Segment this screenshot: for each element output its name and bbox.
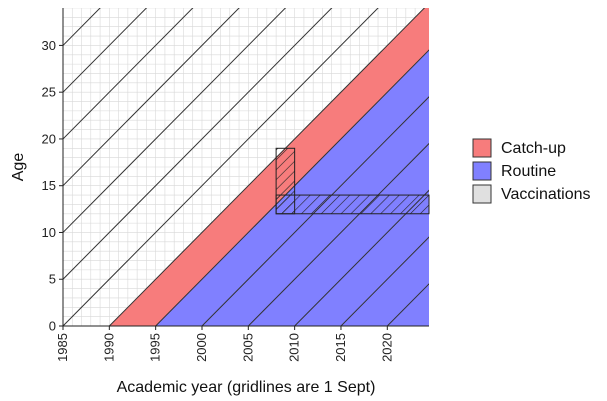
- y-tick-label: 10: [42, 225, 56, 240]
- legend: Catch-up Routine Vaccinations: [472, 138, 591, 204]
- cohort-line: [63, 8, 333, 280]
- cohort-line: [63, 8, 379, 326]
- y-axis-title: Age: [10, 153, 27, 182]
- cohort-line: [63, 8, 240, 187]
- cohort-line: [155, 49, 429, 326]
- cohort-line: [294, 189, 429, 326]
- x-tick-label: 2020: [379, 333, 394, 362]
- cohort-line: [63, 8, 287, 234]
- x-tick-label: 1990: [101, 333, 116, 362]
- y-tick-label: 30: [42, 38, 56, 53]
- cohort-line: [63, 8, 194, 140]
- cohort-line: [108, 8, 426, 326]
- catch-up-area: [109, 8, 429, 326]
- legend-swatch: [472, 138, 492, 158]
- x-axis-ticks: 1985 1990 1995 2000 2005 2010 2015 2020: [55, 326, 394, 362]
- x-tick-label: 2005: [240, 333, 255, 362]
- cohort-line: [247, 142, 429, 326]
- y-tick-label: 25: [42, 85, 56, 100]
- cohort-line: [63, 8, 148, 93]
- legend-swatch: [472, 161, 492, 181]
- legend-label: Catch-up: [501, 140, 566, 157]
- cohort-lines: [63, 8, 429, 326]
- y-tick-label: 0: [49, 319, 56, 334]
- y-tick-label: 20: [42, 131, 56, 146]
- y-tick-label: 5: [49, 272, 56, 287]
- x-tick-label: 2000: [194, 333, 209, 362]
- x-tick-label: 2015: [333, 333, 348, 362]
- x-tick-label: 1985: [55, 333, 70, 362]
- x-tick-label: 1995: [148, 333, 163, 362]
- y-tick-label: 15: [42, 178, 56, 193]
- legend-swatch: [472, 184, 492, 204]
- legend-label: Routine: [501, 163, 556, 180]
- x-tick-label: 2010: [287, 333, 302, 362]
- vaccination-routine-row: [275, 194, 430, 215]
- legend-label: Vaccinations: [501, 186, 591, 203]
- x-axis-title: Academic year (gridlines are 1 Sept): [117, 379, 376, 396]
- vaccination-regions: [275, 147, 430, 215]
- cohort-line: [201, 96, 429, 326]
- y-axis-ticks: 0 5 10 15 20 25 30: [42, 38, 63, 334]
